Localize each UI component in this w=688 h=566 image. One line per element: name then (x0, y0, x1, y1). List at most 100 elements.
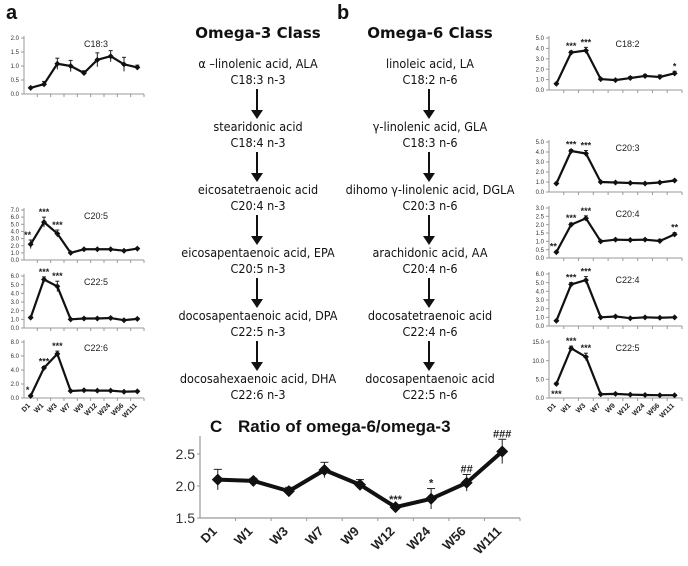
y-tick-label: 2.0 (536, 223, 545, 229)
arrow-down-icon (423, 278, 435, 308)
y-tick-label: 5.0 (536, 36, 545, 42)
data-point (41, 276, 47, 283)
data-point (671, 177, 678, 184)
x-tick-label: W12 (617, 402, 632, 417)
omega3-class-title: Omega-3 Class (195, 24, 321, 42)
data-point (553, 80, 560, 87)
data-point (460, 476, 473, 489)
pathway-node: eicosatetraenoic acid C20:4 n-3 (158, 182, 358, 214)
fatty-acid-name: docosahexaenoic acid, DHA (179, 371, 337, 386)
data-point (107, 246, 114, 253)
data-point (553, 180, 560, 187)
arrow-down-icon (251, 89, 263, 119)
x-tick-label: D1 (198, 524, 220, 546)
x-tick-label: W111 (121, 402, 138, 419)
y-tick-label: 0.0 (11, 92, 20, 98)
pathway-node: α –linolenic acid, ALA C18:3 n-3 (158, 56, 358, 88)
data-point (354, 478, 366, 491)
x-tick-label: W56 (439, 524, 469, 554)
y-tick-label: 2.0 (536, 307, 545, 313)
data-point (671, 231, 678, 238)
data-point (642, 314, 649, 321)
fatty-acid-formula: C20:5 n-3 (230, 261, 286, 276)
arrow-down-icon (423, 152, 435, 182)
fatty-acid-name: eicosapentaenoic acid, EPA (181, 245, 335, 260)
data-point (67, 249, 74, 256)
x-tick-label: W24 (404, 523, 434, 553)
y-tick-label: 2.0 (11, 382, 20, 388)
y-tick-label: 2.5 (536, 214, 545, 220)
fatty-acid-name: dihomo γ-linolenic acid, DGLA (345, 182, 515, 197)
y-tick-label: 4.0 (11, 291, 20, 297)
x-tick-label: W3 (267, 524, 291, 548)
fatty-acid-name: stearidonic acid (213, 119, 303, 134)
y-tick-label: 2.0 (11, 36, 20, 42)
fatty-acid-name: γ-linolenic acid, GLA (372, 119, 488, 134)
significance-marker: *** (39, 268, 50, 277)
data-point (211, 473, 224, 486)
y-tick-label: 5.0 (536, 281, 545, 287)
x-tick-label: W7 (60, 402, 72, 414)
chart-title: Ratio of omega-6/omega-3 (238, 417, 451, 436)
data-point (553, 317, 560, 324)
chart-c18-3: 0.0 0.5 1.0 1.5 2.0 C18:3 (11, 36, 145, 98)
significance-marker: *** (581, 267, 592, 277)
data-point (568, 49, 575, 56)
chart-ratio-omega6-omega3: 1.5 2.0 2.5 D1 W1 W3 W7 W9 W12 W24 W56 W111 C Ratio o… (176, 417, 521, 558)
significance-marker: *** (566, 213, 577, 223)
y-tick-label: 2.0 (176, 478, 196, 494)
y-tick-label: 7.0 (11, 208, 20, 214)
x-tick-label: W111 (471, 524, 505, 558)
series-line (555, 149, 675, 185)
y-tick-label: 10.0 (532, 359, 544, 365)
y-tick-label: 8.0 (11, 340, 20, 346)
y-tick-label: 2.0 (536, 67, 545, 73)
fatty-acid-formula: C20:4 n-3 (230, 198, 286, 213)
y-tick-label: 1.0 (536, 315, 545, 321)
y-tick-label: 3.0 (536, 57, 545, 63)
significance-marker: ### (493, 428, 511, 440)
omega6-class-title: Omega-6 Class (367, 24, 493, 42)
data-point (627, 75, 634, 82)
chart-title: C20:4 (616, 209, 640, 219)
fatty-acid-formula: C18:3 n-6 (402, 135, 458, 150)
data-point (627, 315, 634, 322)
x-tick-label: W7 (590, 402, 602, 414)
arrow-down-icon (251, 341, 263, 371)
arrow-down-icon (251, 278, 263, 308)
significance-marker: ** (24, 230, 32, 240)
x-tick-label: W3 (46, 402, 58, 414)
chart-c22-5-n6: 0.05.010.015.0D1 W1 W3 W7 W9 W12 W24 W56W111C22… (532, 336, 683, 420)
significance-marker: *** (581, 206, 592, 216)
x-tick-label: W24 (97, 402, 112, 417)
y-tick-label: 6.0 (11, 215, 20, 221)
y-tick-label: 6.0 (11, 354, 20, 360)
data-point (671, 392, 678, 399)
chart-title: C20:5 (84, 211, 108, 221)
chart-title: C22:5 (84, 277, 108, 287)
data-point (134, 64, 141, 71)
fatty-acid-formula: C20:4 n-6 (402, 261, 458, 276)
pathway-node: stearidonic acid C18:4 n-3 (158, 119, 358, 151)
y-tick-label: 2.5 (176, 446, 196, 462)
y-tick-label: 0.0 (536, 88, 545, 94)
pathway-node: linoleic acid, LA C18:2 n-6 (330, 56, 530, 88)
y-tick-label: 5.0 (536, 377, 545, 383)
data-point (67, 316, 74, 323)
fatty-acid-name: arachidonic acid, AA (372, 245, 488, 260)
y-tick-label: 4.0 (536, 289, 545, 295)
y-tick-label: 0.0 (536, 256, 545, 262)
y-tick-label: 2.0 (11, 309, 20, 315)
pathway-node: docosahexaenoic acid, DHA C22:6 n-3 (158, 371, 358, 403)
y-tick-label: 0.0 (11, 326, 20, 332)
data-point (612, 236, 619, 243)
x-tick-label: W12 (84, 402, 99, 417)
arrow-down-icon (251, 152, 263, 182)
fatty-acid-name: docosatetraenoic acid (367, 308, 493, 323)
data-point (27, 84, 34, 91)
panel-letter-a: a (6, 2, 18, 24)
data-point (642, 180, 649, 187)
y-tick-label: 6.0 (536, 272, 545, 278)
data-point (247, 474, 260, 487)
data-point (121, 247, 127, 254)
